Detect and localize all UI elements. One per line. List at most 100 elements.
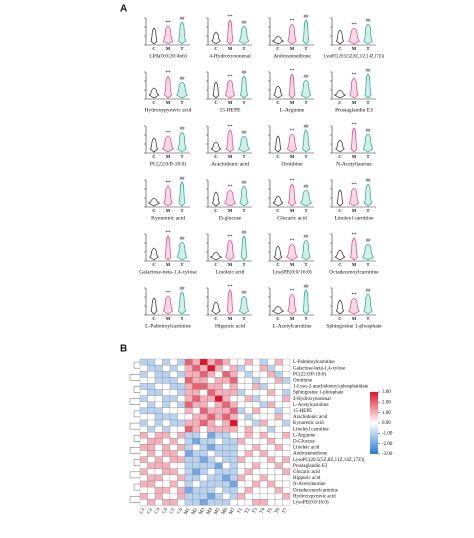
row-label: Linoleic acid bbox=[293, 446, 320, 451]
group-label: C bbox=[152, 316, 155, 321]
row-label: Prostaglandin E3 bbox=[293, 464, 328, 469]
heatmap-cell bbox=[244, 419, 253, 427]
heatmap-cell bbox=[267, 432, 276, 439]
row-label: Linoleyl carnitine bbox=[293, 427, 329, 432]
heatmap-cell bbox=[214, 419, 223, 427]
heatmap-cell bbox=[184, 499, 193, 506]
heatmap-cell bbox=[139, 371, 148, 378]
heatmap-cell bbox=[192, 499, 201, 506]
group-label: M bbox=[166, 316, 171, 321]
heatmap-cell bbox=[184, 377, 193, 384]
heatmap-cell bbox=[282, 432, 291, 439]
row-label: Arachidonic acid bbox=[293, 415, 328, 420]
group-label: M bbox=[352, 262, 357, 267]
heatmap-cell bbox=[162, 462, 171, 469]
violin bbox=[149, 247, 159, 261]
heatmap-cell bbox=[177, 413, 186, 421]
heatmap-cell bbox=[214, 468, 223, 476]
heatmap-cell bbox=[282, 383, 291, 390]
violin bbox=[162, 135, 174, 153]
heatmap-cell bbox=[184, 432, 193, 439]
heatmap-cell bbox=[214, 407, 223, 415]
heatmap-cell bbox=[207, 438, 216, 445]
heatmap-cell bbox=[222, 493, 231, 500]
heatmap-cell bbox=[252, 456, 261, 463]
heatmap-cell bbox=[214, 450, 223, 457]
heatmap-cell bbox=[192, 432, 201, 439]
violin bbox=[273, 245, 283, 261]
heatmap-cell bbox=[252, 358, 261, 366]
heatmap-cell bbox=[207, 395, 216, 402]
heatmap-cell bbox=[199, 419, 208, 427]
heatmap-cell bbox=[184, 407, 193, 415]
heatmap-cell bbox=[184, 438, 193, 445]
heatmap-cell bbox=[274, 377, 283, 384]
violin bbox=[240, 235, 248, 261]
heatmap-cell bbox=[237, 450, 246, 457]
heatmap-cell bbox=[192, 413, 201, 421]
heatmap-cell bbox=[139, 450, 148, 457]
heatmap-cell bbox=[207, 480, 216, 488]
heatmap-cell bbox=[229, 474, 238, 482]
heatmap-cell bbox=[199, 383, 208, 390]
heatmap-cell bbox=[214, 499, 223, 506]
heatmap-cell bbox=[282, 438, 291, 445]
heatmap-cell bbox=[154, 364, 163, 372]
heatmap-cell bbox=[214, 438, 223, 445]
heatmap-cell bbox=[282, 456, 291, 463]
group-label: M bbox=[228, 208, 233, 213]
row-label: Kynurenic acid bbox=[293, 421, 324, 426]
heatmap-cell bbox=[207, 377, 216, 384]
heatmap-cell bbox=[192, 450, 201, 457]
plot-title: Galactose-beta-1,4-xylose bbox=[139, 269, 197, 275]
heatmap-cell bbox=[237, 371, 246, 378]
heatmap-cell bbox=[162, 358, 171, 366]
significance: ** bbox=[166, 181, 172, 186]
significance: ## bbox=[366, 19, 372, 24]
group-label: T bbox=[304, 262, 307, 267]
heatmap-cell bbox=[252, 474, 261, 482]
violin bbox=[164, 235, 172, 261]
heatmap-cell bbox=[274, 419, 283, 427]
heatmap-cell bbox=[154, 371, 163, 378]
heatmap-cell bbox=[259, 486, 268, 494]
group-label: T bbox=[366, 100, 369, 105]
heatmap-cell bbox=[259, 438, 268, 445]
heatmap-cell bbox=[147, 425, 156, 433]
heatmap-cell bbox=[139, 383, 148, 390]
heatmap-cell bbox=[282, 474, 291, 482]
group-label: C bbox=[338, 262, 341, 267]
significance: ** bbox=[290, 19, 296, 24]
heatmap-cell bbox=[154, 419, 163, 427]
heatmap-cell bbox=[237, 468, 246, 476]
colorbar-label: 3.00 bbox=[382, 390, 391, 395]
heatmap-cell bbox=[139, 432, 148, 439]
heatmap-cell bbox=[222, 419, 231, 427]
heatmap-cell bbox=[169, 499, 178, 506]
heatmap-cell bbox=[154, 407, 163, 415]
group-label: M bbox=[228, 154, 233, 159]
heatmap-cell bbox=[162, 425, 171, 433]
heatmap-cell bbox=[184, 383, 193, 390]
group-label: C bbox=[152, 262, 155, 267]
heatmap-cell bbox=[207, 401, 216, 408]
group-label: C bbox=[152, 46, 155, 51]
heatmap-cell bbox=[237, 383, 246, 390]
significance: ## bbox=[242, 181, 248, 186]
row-label: L-Palmitoylcarnitine bbox=[293, 360, 335, 365]
heatmap-cell bbox=[222, 474, 231, 482]
column-label: C2 bbox=[147, 507, 154, 515]
heatmap-cell bbox=[282, 377, 291, 384]
heatmap-cell bbox=[139, 480, 148, 488]
heatmap-cell bbox=[252, 486, 261, 494]
heatmap-cell bbox=[267, 499, 276, 506]
heatmap-cell bbox=[169, 371, 178, 378]
significance: ## bbox=[304, 15, 310, 20]
significance: ## bbox=[304, 235, 310, 240]
heatmap-cell bbox=[244, 444, 253, 451]
heatmap-cell bbox=[214, 389, 223, 396]
heatmap-cell bbox=[154, 474, 163, 482]
heatmap-cell bbox=[259, 377, 268, 384]
heatmap-cell bbox=[244, 456, 253, 463]
heatmap-cell bbox=[162, 407, 171, 415]
